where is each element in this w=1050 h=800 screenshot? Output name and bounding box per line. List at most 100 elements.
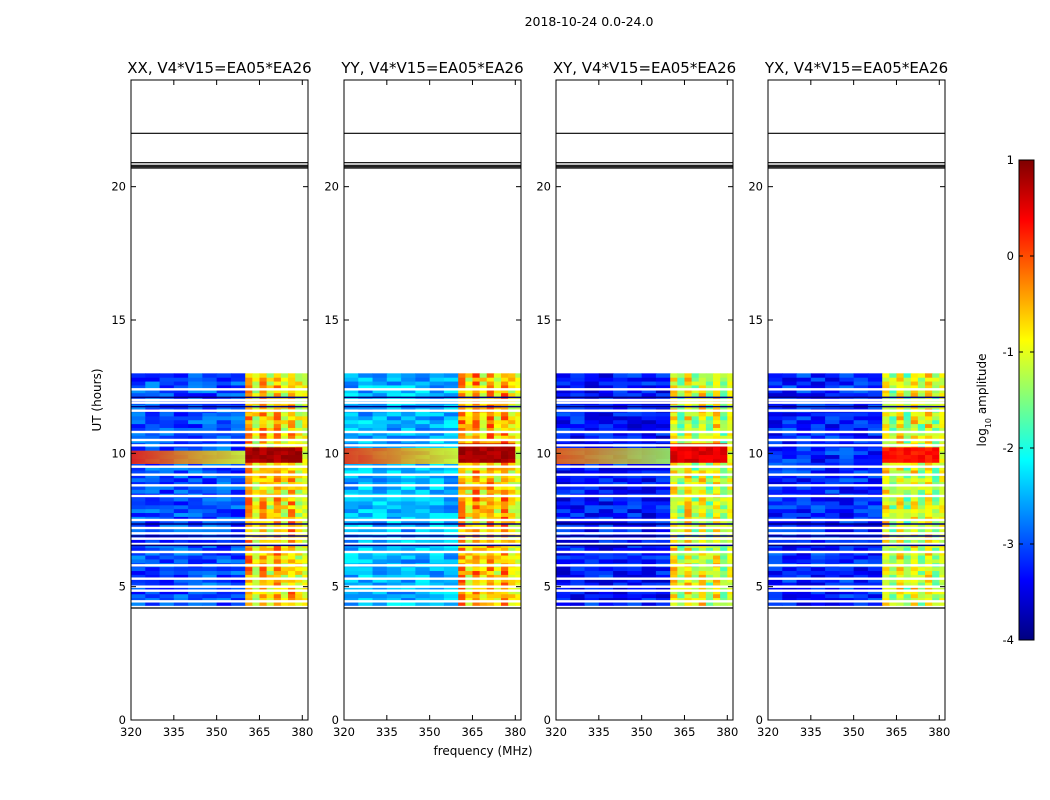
panels-group: XX, V4*V15=EA05*EA26 320 335 350 365 380 0 5 10 1…	[111, 59, 950, 739]
data-gap	[556, 600, 733, 603]
panel-frame	[130, 79, 309, 721]
data-gap	[131, 473, 308, 476]
panel-title: YY, V4*V15=EA05*EA26	[340, 59, 523, 77]
x-axis-label: frequency (MHz)	[433, 744, 532, 758]
data-gap	[131, 409, 308, 412]
data-gap	[768, 473, 945, 476]
figure-suptitle: 2018-10-24 0.0-24.0	[525, 14, 654, 29]
data-gap	[768, 518, 945, 522]
colorbar-tick-label: -1	[1003, 345, 1014, 359]
data-gap	[131, 542, 308, 546]
colorbar-tick-label: -4	[1003, 633, 1014, 647]
data-gap	[556, 484, 733, 487]
data-gap	[344, 532, 521, 535]
y-tick-label: 15	[111, 313, 126, 327]
data-gap	[131, 550, 308, 554]
panel-title: YX, V4*V15=EA05*EA26	[764, 59, 948, 77]
y-tick-label: 20	[536, 180, 551, 194]
data-gap	[131, 518, 308, 522]
data-gap	[131, 484, 308, 487]
data-gap	[344, 589, 521, 592]
data-gap	[344, 401, 521, 404]
data-gap	[768, 589, 945, 592]
data-gap	[131, 388, 308, 391]
data-gap	[556, 430, 733, 434]
x-tick-label: 380	[504, 725, 526, 739]
data-gap	[556, 542, 733, 546]
x-tick-label: 350	[206, 725, 228, 739]
x-tick-label: 365	[461, 725, 483, 739]
data-gap	[344, 438, 521, 442]
x-tick-label: 365	[248, 725, 270, 739]
y-tick-label: 10	[748, 446, 763, 460]
colorbar: 1 0 -1 -2 -3 -4 log10 amplitude	[975, 153, 1035, 647]
x-tick-label: 350	[419, 725, 441, 739]
heatmap-cells	[344, 373, 521, 606]
data-gap	[556, 585, 733, 588]
data-gap	[344, 577, 521, 580]
colorbar-gradient	[1018, 159, 1035, 641]
y-tick-label: 15	[536, 313, 551, 327]
x-tick-label: 380	[291, 725, 313, 739]
data-gap	[556, 401, 733, 404]
x-tick-label: 335	[163, 725, 185, 739]
panel-frame	[767, 79, 946, 721]
data-gap	[556, 444, 733, 447]
x-tick-label: 380	[928, 725, 950, 739]
data-gap	[556, 494, 733, 498]
data-gap	[768, 401, 945, 404]
data-gap	[556, 465, 733, 468]
x-tick-label: 365	[885, 725, 907, 739]
data-gap	[131, 585, 308, 588]
y-tick-label: 20	[748, 180, 763, 194]
data-gap	[344, 550, 521, 554]
data-gap	[131, 438, 308, 442]
data-gap	[556, 473, 733, 476]
panel-frame	[555, 79, 734, 721]
panel-3: XY, V4*V15=EA05*EA26 320 335 350 365 380 0 5 10 1…	[536, 59, 738, 739]
heatmap-cells	[131, 373, 308, 606]
data-gap	[344, 564, 521, 567]
data-gap	[768, 388, 945, 391]
y-tick-label: 20	[111, 180, 126, 194]
data-gap	[131, 526, 308, 530]
data-gap	[768, 526, 945, 530]
data-gap	[556, 398, 733, 402]
data-gap	[344, 409, 521, 412]
data-gap	[131, 494, 308, 498]
data-gap	[768, 438, 945, 442]
data-gap	[131, 398, 308, 402]
x-tick-label: 335	[800, 725, 822, 739]
panel-4: YX, V4*V15=EA05*EA26 320 335 350 365 380 0 5 10 1…	[748, 59, 950, 739]
y-tick-label: 15	[748, 313, 763, 327]
data-gap	[556, 518, 733, 522]
y-tick-label: 20	[324, 180, 339, 194]
data-gap	[344, 600, 521, 603]
data-gap	[344, 444, 521, 447]
data-gap	[768, 494, 945, 498]
data-gap	[556, 577, 733, 580]
data-gap	[556, 388, 733, 391]
y-tick-label: 5	[119, 580, 126, 594]
y-tick-label: 0	[119, 713, 126, 727]
data-gap	[344, 494, 521, 498]
data-gap	[556, 526, 733, 530]
panel-2: YY, V4*V15=EA05*EA26 320 335 350 365 380 0 5 10 1…	[324, 59, 526, 739]
y-tick-label: 5	[544, 580, 551, 594]
data-gap	[556, 409, 733, 412]
x-tick-label: 320	[545, 725, 567, 739]
data-gap	[768, 550, 945, 554]
data-gap	[131, 564, 308, 567]
y-tick-label: 10	[324, 446, 339, 460]
y-tick-label: 0	[332, 713, 339, 727]
colorbar-tick-label: 1	[1007, 153, 1014, 167]
heatmap-cells	[556, 373, 733, 606]
y-tick-label: 15	[324, 313, 339, 327]
x-tick-label: 320	[120, 725, 142, 739]
data-gap	[344, 484, 521, 487]
heatmap-cells	[768, 373, 945, 606]
panel-title: XX, V4*V15=EA05*EA26	[127, 59, 311, 77]
data-gap	[344, 518, 521, 522]
data-gap	[344, 585, 521, 588]
